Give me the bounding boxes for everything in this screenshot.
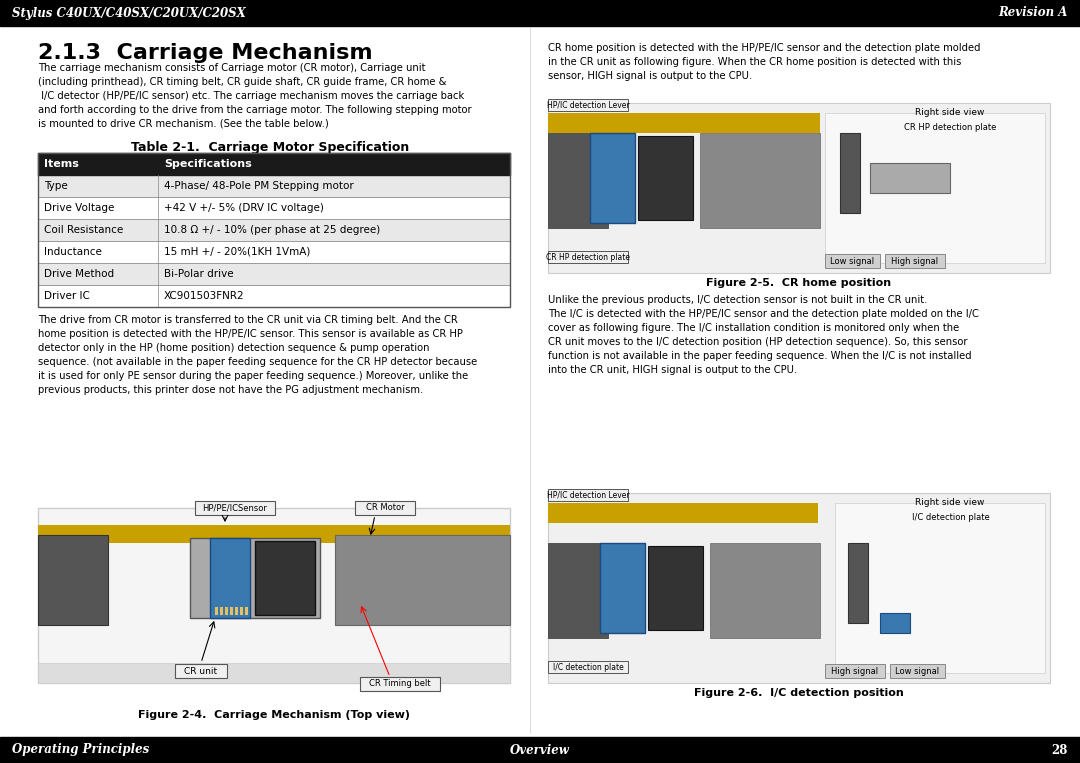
Text: The carriage mechanism consists of Carriage motor (CR motor), Carriage unit
(inc: The carriage mechanism consists of Carri… — [38, 63, 472, 129]
Bar — [215, 607, 218, 615]
Bar — [0, 737, 1080, 763]
Text: 2.1.3  Carriage Mechanism: 2.1.3 Carriage Mechanism — [38, 43, 373, 63]
Bar — [548, 543, 608, 638]
Bar — [548, 103, 1050, 273]
Bar — [38, 241, 510, 263]
Bar — [870, 163, 950, 193]
Bar — [210, 538, 249, 618]
Text: XC901503FNR2: XC901503FNR2 — [164, 291, 245, 301]
Bar — [38, 153, 510, 175]
Bar — [880, 613, 910, 633]
Text: Drive Method: Drive Method — [44, 269, 114, 279]
Bar — [710, 543, 820, 638]
Bar — [825, 254, 880, 268]
Bar — [190, 538, 320, 618]
Text: +42 V +/- 5% (DRV IC voltage): +42 V +/- 5% (DRV IC voltage) — [164, 203, 324, 213]
Text: Bi-Polar drive: Bi-Polar drive — [164, 269, 233, 279]
Bar — [548, 99, 627, 111]
Bar — [360, 677, 440, 691]
Text: Stylus C40UX/C40SX/C20UX/C20SX: Stylus C40UX/C40SX/C20UX/C20SX — [12, 7, 246, 20]
Bar — [38, 663, 510, 683]
Text: I/C detection plate: I/C detection plate — [913, 513, 990, 522]
Text: 4-Phase/ 48-Pole PM Stepping motor: 4-Phase/ 48-Pole PM Stepping motor — [164, 181, 354, 191]
Bar — [600, 543, 645, 633]
Bar — [548, 493, 1050, 683]
Bar — [548, 251, 627, 263]
Bar — [175, 664, 227, 678]
Text: CR home position is detected with the HP/PE/IC sensor and the detection plate mo: CR home position is detected with the HP… — [548, 43, 981, 81]
Bar — [848, 543, 868, 623]
Bar — [590, 133, 635, 223]
Bar — [890, 664, 945, 678]
Bar — [38, 535, 108, 625]
Text: Figure 2-6.  I/C detection position: Figure 2-6. I/C detection position — [694, 688, 904, 698]
Text: CR Timing belt: CR Timing belt — [369, 680, 431, 688]
Bar — [38, 197, 510, 219]
Bar — [835, 503, 1045, 673]
Text: Figure 2-5.  CR home position: Figure 2-5. CR home position — [706, 278, 892, 288]
Bar — [700, 133, 820, 228]
Bar — [335, 535, 510, 625]
Text: High signal: High signal — [832, 667, 878, 675]
Text: Type: Type — [44, 181, 68, 191]
Text: HP/PE/ICSensor: HP/PE/ICSensor — [203, 504, 268, 513]
Text: HP/IC detection Lever: HP/IC detection Lever — [546, 491, 630, 500]
Bar — [638, 136, 693, 220]
Bar — [840, 133, 860, 213]
Text: Right side view: Right side view — [916, 498, 985, 507]
Bar — [225, 607, 228, 615]
Text: CR Motor: CR Motor — [366, 504, 404, 513]
Text: CR HP detection plate: CR HP detection plate — [546, 253, 630, 262]
Bar — [240, 607, 243, 615]
Bar — [235, 607, 238, 615]
Text: CR HP detection plate: CR HP detection plate — [904, 123, 996, 132]
Bar — [38, 285, 510, 307]
Bar — [885, 254, 945, 268]
Bar — [38, 153, 510, 307]
Text: 15 mH +/ - 20%(1KH 1VmA): 15 mH +/ - 20%(1KH 1VmA) — [164, 247, 310, 257]
Text: Specifications: Specifications — [164, 159, 252, 169]
Text: I/C detection plate: I/C detection plate — [553, 662, 623, 671]
Bar — [38, 263, 510, 285]
Text: Low signal: Low signal — [829, 256, 874, 266]
Text: Overview: Overview — [510, 743, 570, 756]
Text: Items: Items — [44, 159, 79, 169]
Text: HP/IC detection Lever: HP/IC detection Lever — [546, 101, 630, 110]
Text: Unlike the previous products, I/C detection sensor is not built in the CR unit.
: Unlike the previous products, I/C detect… — [548, 295, 978, 375]
Bar — [548, 503, 818, 523]
Text: Coil Resistance: Coil Resistance — [44, 225, 123, 235]
Bar — [548, 661, 627, 673]
Text: CR unit: CR unit — [185, 667, 217, 675]
Text: 28: 28 — [1052, 743, 1068, 756]
Bar — [38, 219, 510, 241]
Text: Revision A: Revision A — [999, 7, 1068, 20]
Text: The drive from CR motor is transferred to the CR unit via CR timing belt. And th: The drive from CR motor is transferred t… — [38, 315, 477, 395]
Bar — [548, 133, 608, 228]
Bar — [355, 501, 415, 515]
Bar — [548, 113, 820, 133]
Bar — [825, 664, 885, 678]
Text: Driver IC: Driver IC — [44, 291, 90, 301]
Bar — [0, 0, 1080, 26]
Text: High signal: High signal — [891, 256, 939, 266]
Bar — [548, 489, 627, 501]
Text: Drive Voltage: Drive Voltage — [44, 203, 114, 213]
Bar — [38, 508, 510, 683]
Bar — [38, 175, 510, 197]
Text: Operating Principles: Operating Principles — [12, 743, 149, 756]
Text: Low signal: Low signal — [895, 667, 940, 675]
Text: Right side view: Right side view — [916, 108, 985, 117]
Bar — [825, 113, 1045, 263]
Bar — [648, 546, 703, 630]
Bar — [195, 501, 275, 515]
Bar — [38, 525, 510, 543]
Text: Table 2-1.  Carriage Motor Specification: Table 2-1. Carriage Motor Specification — [131, 141, 409, 154]
Bar — [220, 607, 222, 615]
Text: Inductance: Inductance — [44, 247, 102, 257]
Bar — [255, 541, 315, 615]
Text: Figure 2-4.  Carriage Mechanism (Top view): Figure 2-4. Carriage Mechanism (Top view… — [138, 710, 410, 720]
Text: 10.8 Ω +/ - 10% (per phase at 25 degree): 10.8 Ω +/ - 10% (per phase at 25 degree) — [164, 225, 380, 235]
Bar — [245, 607, 248, 615]
Bar — [230, 607, 233, 615]
